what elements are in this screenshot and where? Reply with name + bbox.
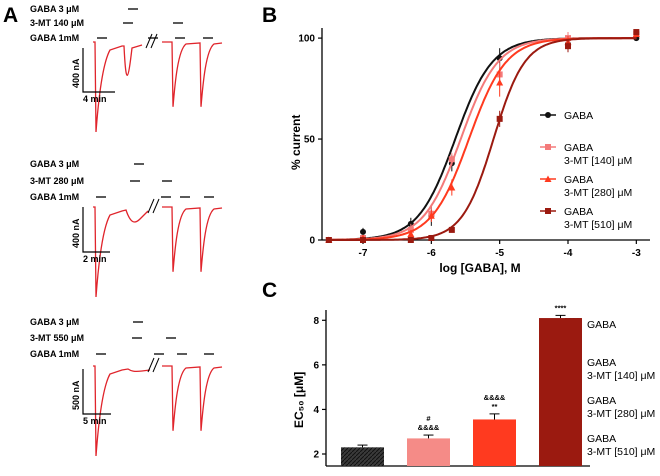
drug-label: 3-MT 550 μM [30, 333, 84, 343]
panel-a-label: A [3, 4, 18, 27]
axis-break-mark [150, 33, 158, 49]
b-legend-sublabel: 3-MT [510] μM [564, 219, 632, 231]
trace-row-3: GABA 3 μM 3-MT 550 μM GABA 1mM 500 nA5 min [30, 317, 223, 457]
b-x-tick-label: -3 [632, 248, 641, 259]
b-y-tick-label: 50 [304, 135, 316, 146]
drug-label: 3-MT 280 μM [30, 176, 84, 186]
b-legend-label: GABA [564, 174, 593, 186]
scale-y-label: 500 nA [71, 380, 81, 410]
c-significance-label: **** [555, 303, 567, 312]
scale-x-label: 4 min [83, 94, 107, 104]
current-trace-1 [93, 365, 151, 457]
c-bar-2 [407, 438, 450, 466]
panel-b-label: B [262, 4, 277, 27]
scale-x-label: 2 min [83, 254, 107, 264]
b-data-point [427, 212, 435, 219]
drug-label: GABA 1mM [30, 33, 79, 43]
c-y-tick-label: 6 [313, 360, 319, 371]
b-legend-sublabel: 3-MT [140] μM [564, 155, 632, 167]
c-legend-label: GABA [587, 433, 616, 445]
b-data-point [360, 228, 366, 235]
drug-label: 3-MT 140 μM [30, 18, 84, 28]
b-data-point [565, 43, 571, 50]
b-x-axis-label: log [GABA], M [439, 261, 520, 275]
c-legend-sublabel: 3-MT [510] μM [587, 446, 655, 458]
scale-y-label: 400 nA [71, 58, 81, 88]
axis-break-mark [152, 198, 160, 214]
axis-break-mark [147, 357, 155, 373]
axis-break-mark [145, 33, 153, 49]
b-data-point [407, 230, 415, 237]
b-x-tick-label: -4 [564, 248, 573, 259]
axis-break-mark [152, 357, 160, 373]
c-y-tick-label: 4 [313, 405, 319, 416]
scale-bar [82, 207, 110, 253]
c-legend-label: GABA [587, 357, 616, 369]
c-significance-label: ** [492, 402, 498, 411]
c-y-tick-label: 8 [313, 316, 319, 327]
b-data-point [325, 237, 332, 243]
b-legend-label: GABA [564, 206, 593, 218]
scale-bar [82, 369, 111, 415]
b-y-axis-label: % current [289, 115, 303, 170]
current-trace-2 [162, 365, 223, 431]
b-legend-label: GABA [564, 110, 593, 122]
b-legend-sublabel: 3-MT [280] μM [564, 187, 632, 199]
c-bar-1 [341, 447, 384, 466]
b-x-tick-label: -5 [495, 248, 504, 259]
current-trace-1 [93, 41, 143, 133]
b-data-point [448, 226, 455, 233]
b-fit-curve-4 [328, 37, 637, 241]
c-significance-label: # [426, 414, 431, 423]
b-legend-marker [545, 208, 551, 214]
b-data-point [360, 237, 366, 243]
c-bar-4 [539, 318, 582, 466]
panel-c-label: C [262, 279, 277, 302]
b-data-point [496, 79, 504, 86]
b-legend-marker [545, 144, 551, 150]
b-data-point [633, 29, 640, 36]
c-significance-label: &&&& [484, 393, 506, 402]
b-legend-marker [545, 112, 551, 118]
c-significance-label: &&&& [418, 423, 440, 432]
b-data-point [407, 237, 414, 243]
trace-row-1: GABA 3 μM 3-MT 140 μM GABA 1mM 400 nA4 min [30, 4, 223, 133]
drug-label: GABA 1mM [30, 349, 79, 359]
b-data-point [428, 234, 435, 241]
b-x-tick-label: -6 [427, 248, 436, 259]
scale-bar [82, 48, 115, 93]
b-y-tick-label: 0 [309, 236, 315, 247]
b-legend-label: GABA [564, 142, 593, 154]
axis-break-mark [147, 198, 155, 214]
c-bar-3 [473, 419, 516, 466]
panel-b-dose-response: % current log [GABA], M 0 50 100 -7 -6 -5 -4 -3… [289, 28, 650, 275]
b-data-point [496, 115, 503, 122]
scale-y-label: 400 nA [71, 218, 81, 248]
trace-row-2: GABA 3 μM 3-MT 280 μM GABA 1mM 400 nA2 min [30, 159, 223, 298]
c-y-axis-label: EC₅₀ [μM] [292, 372, 306, 428]
b-legend-marker [544, 175, 552, 182]
b-y-tick-label: 100 [298, 34, 315, 45]
scale-x-label: 5 min [83, 416, 107, 426]
drug-label: GABA 1mM [30, 192, 79, 202]
c-legend-label: GABA [587, 395, 616, 407]
current-trace-1 [93, 206, 149, 298]
b-data-point [448, 184, 456, 191]
c-legend-swatch [565, 432, 581, 443]
drug-label: GABA 3 μM [30, 4, 79, 14]
b-x-tick-label: -7 [359, 248, 368, 259]
b-data-point [448, 156, 455, 163]
drug-label: GABA 3 μM [30, 159, 79, 169]
current-trace-2 [162, 41, 223, 107]
c-legend-sublabel: 3-MT [140] μM [587, 370, 655, 382]
c-legend-sublabel: 3-MT [280] μM [587, 408, 655, 420]
current-trace-2 [162, 206, 223, 272]
drug-label: GABA 3 μM [30, 317, 79, 327]
c-legend-label: GABA [587, 319, 616, 331]
c-y-tick-label: 2 [313, 450, 319, 461]
